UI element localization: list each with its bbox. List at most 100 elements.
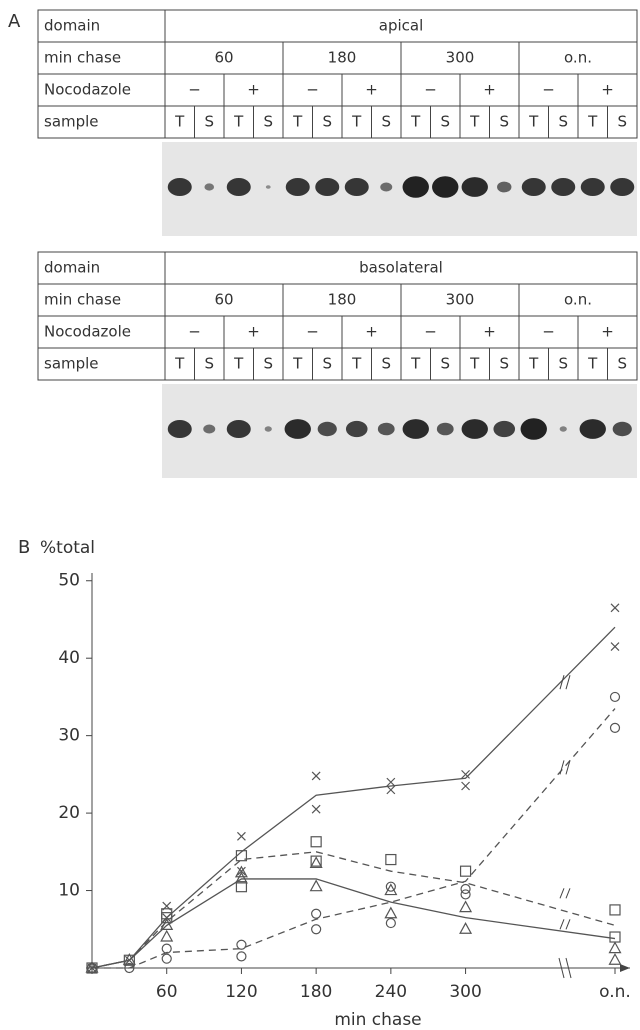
marker — [162, 954, 171, 963]
cell-text: + — [601, 323, 614, 341]
cell-text: T — [233, 355, 244, 373]
marker — [462, 770, 470, 778]
cell-text: − — [188, 323, 201, 341]
cell-text: T — [469, 113, 480, 131]
series-line — [92, 627, 615, 968]
marker — [386, 855, 396, 865]
cell-text: − — [188, 81, 201, 99]
marker — [386, 919, 395, 928]
marker — [610, 905, 620, 915]
marker — [461, 885, 470, 894]
cell-text: T — [528, 355, 539, 373]
cell-text: − — [424, 323, 437, 341]
cell-text: + — [247, 81, 260, 99]
cell-text: 60 — [214, 49, 233, 67]
cell-text: 180 — [328, 291, 357, 309]
cell-text: apical — [379, 17, 424, 35]
cell-text: T — [410, 113, 421, 131]
row-label: Nocodazole — [44, 81, 131, 99]
cell-text: S — [381, 355, 391, 373]
marker — [312, 772, 320, 780]
gel-band — [346, 421, 368, 437]
cell-text: + — [483, 81, 496, 99]
gel-band — [493, 421, 515, 437]
cell-text: S — [617, 355, 627, 373]
cell-text: o.n. — [564, 49, 592, 67]
gel-band — [378, 423, 395, 436]
axis-arrow — [620, 964, 630, 972]
y-axis-label: %total — [40, 538, 95, 558]
marker — [237, 940, 246, 949]
y-tick-label: 40 — [58, 648, 80, 668]
cell-text: basolateral — [359, 259, 443, 277]
y-tick-label: 10 — [58, 881, 80, 901]
cell-text: S — [440, 113, 450, 131]
gel-band — [380, 183, 392, 192]
row-label: min chase — [44, 49, 121, 67]
gel-band — [432, 176, 458, 198]
gel-band — [265, 426, 272, 431]
marker — [161, 931, 172, 941]
row-label: sample — [44, 355, 99, 373]
gel-band — [462, 177, 488, 197]
cell-text: S — [499, 355, 509, 373]
gel-band — [286, 178, 310, 196]
marker — [610, 932, 620, 942]
panel-label: B — [18, 537, 30, 558]
x-tick-label: 60 — [156, 982, 178, 1002]
marker — [311, 881, 322, 891]
gel-band — [318, 422, 337, 436]
y-tick-label: 30 — [58, 726, 80, 746]
row-label: domain — [44, 17, 100, 35]
marker — [312, 909, 321, 918]
gel-band — [315, 178, 339, 196]
marker — [237, 952, 246, 961]
x-tick-label: 180 — [300, 982, 332, 1002]
y-tick-label: 20 — [58, 803, 80, 823]
panel-label: A — [8, 11, 21, 32]
cell-text: T — [410, 355, 421, 373]
cell-text: S — [558, 355, 568, 373]
cell-text: S — [499, 113, 509, 131]
y-tick-label: 50 — [58, 571, 80, 591]
row-label: min chase — [44, 291, 121, 309]
cell-text: S — [322, 355, 332, 373]
marker — [387, 778, 395, 786]
cell-text: T — [292, 113, 303, 131]
gel-band — [266, 185, 271, 189]
cell-text: S — [322, 113, 332, 131]
marker — [460, 923, 471, 933]
cell-text: T — [174, 355, 185, 373]
cell-text: S — [204, 355, 214, 373]
cell-text: S — [263, 113, 273, 131]
cell-text: S — [558, 113, 568, 131]
marker — [237, 832, 245, 840]
cell-text: S — [617, 113, 627, 131]
gel-band — [437, 423, 454, 436]
marker — [611, 643, 619, 651]
cell-text: T — [528, 113, 539, 131]
cell-text: − — [542, 81, 555, 99]
line-break — [560, 675, 570, 929]
cell-text: T — [351, 113, 362, 131]
marker — [611, 604, 619, 612]
row-label: domain — [44, 259, 100, 277]
marker — [385, 908, 396, 918]
gel-band — [462, 419, 488, 439]
cell-text: 180 — [328, 49, 357, 67]
gel-band — [521, 418, 547, 440]
marker — [312, 925, 321, 934]
gel-band — [345, 178, 369, 196]
cell-text: − — [424, 81, 437, 99]
gel-band — [551, 178, 575, 196]
gel-band — [497, 182, 511, 193]
x-axis-label: min chase — [334, 1010, 421, 1030]
marker — [611, 692, 620, 701]
gel-band — [227, 178, 251, 196]
cell-text: T — [233, 113, 244, 131]
marker — [610, 954, 621, 964]
row-label: sample — [44, 113, 99, 131]
marker — [462, 782, 470, 790]
x-tick-label: 240 — [375, 982, 407, 1002]
gel-band — [580, 419, 606, 439]
